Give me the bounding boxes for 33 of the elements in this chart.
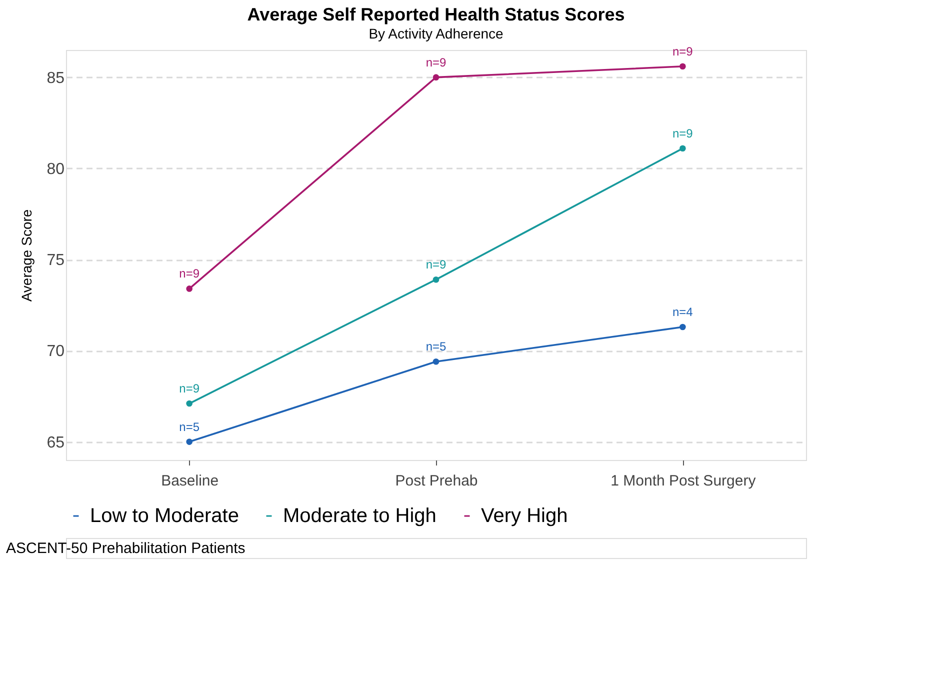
text: ASCENT-50 Prehabilitation Patients: [6, 540, 246, 557]
annotation: n=5: [179, 420, 200, 434]
annotation: n=9: [179, 382, 200, 396]
point: [432, 276, 440, 283]
legend-label: Very High: [481, 505, 568, 527]
point: [186, 286, 192, 292]
point: [680, 145, 686, 152]
chart-title: Average Self Reported Health Status Scores: [247, 4, 625, 24]
legend-label: Low to Moderate: [90, 505, 239, 527]
point: [680, 324, 686, 330]
x-tick-label: Baseline: [161, 472, 219, 490]
legend-label: Moderate to High: [283, 505, 436, 527]
y-tick-label: 80: [46, 160, 65, 178]
point: [680, 63, 686, 70]
point: [432, 74, 440, 80]
y-axis-title: Average Score: [18, 209, 35, 302]
x-tick-label: 1 Month Post Surgery: [610, 472, 756, 490]
x-tick-label: Post Prehab: [395, 472, 478, 490]
y-tick-label: 75: [46, 252, 65, 270]
annotation: n=5: [426, 340, 446, 354]
annotation: n=4: [672, 304, 694, 319]
point: [186, 400, 192, 407]
annotation: n=9: [672, 44, 694, 58]
annotation: n=9: [426, 258, 446, 272]
annotation: n=9: [426, 55, 446, 70]
y-tick-label: 70: [46, 343, 65, 360]
chart-subtitle: By Activity Adherence: [368, 25, 504, 42]
point: [432, 358, 440, 365]
y-tick-label: 65: [46, 434, 65, 452]
y-tick-label: 85: [46, 70, 65, 87]
point: [186, 438, 192, 445]
annotation: n=9: [179, 266, 200, 281]
annotation: n=9: [672, 126, 694, 140]
